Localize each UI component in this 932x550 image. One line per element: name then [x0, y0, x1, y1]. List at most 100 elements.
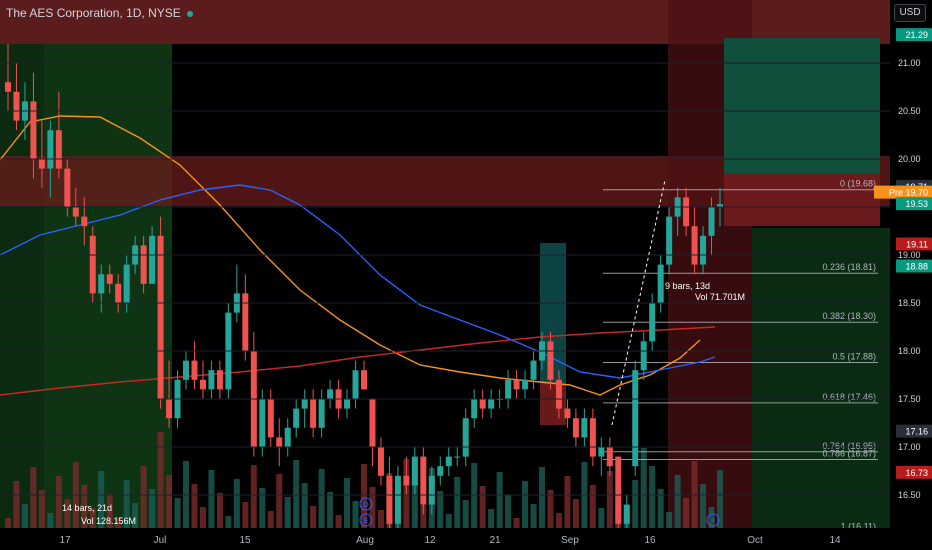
split-icon[interactable]: ⚡	[706, 513, 720, 527]
volume-bar	[335, 515, 342, 528]
volume-bar	[505, 495, 512, 528]
earnings-icon[interactable]: E	[359, 513, 373, 527]
volume-bar	[64, 499, 71, 528]
candle-body	[267, 399, 274, 438]
time-label: 12	[424, 535, 436, 546]
volume-bar	[479, 486, 486, 528]
candle-body	[123, 264, 130, 303]
time-label: 15	[239, 535, 251, 546]
volume-bar	[683, 498, 690, 528]
volume-bar	[572, 499, 579, 528]
candle-body	[505, 379, 512, 399]
volume-bar	[30, 467, 37, 528]
volume-bar	[657, 489, 664, 528]
volume-bar	[411, 482, 418, 528]
candle-body	[318, 399, 325, 428]
candle-body	[377, 447, 384, 476]
candle-body	[301, 399, 308, 409]
candle-body	[454, 456, 461, 458]
price-tick: 18.00	[898, 346, 921, 356]
price-tick: 19.00	[898, 250, 921, 260]
volume-bar	[539, 467, 545, 528]
time-axis	[0, 528, 932, 550]
volume-bar	[377, 510, 384, 528]
volume-bar	[462, 500, 469, 528]
volume-bar	[420, 505, 427, 528]
candle-body	[691, 226, 698, 265]
volume-bar	[233, 479, 240, 528]
volume-bar	[47, 513, 54, 528]
volume-bar	[267, 511, 274, 528]
volume-bar	[250, 465, 257, 528]
dividend-icon[interactable]: D	[359, 497, 373, 511]
volume-bar	[140, 466, 147, 528]
ma-slow-line	[0, 326, 716, 396]
candle-body	[615, 456, 622, 524]
candle-body	[572, 418, 579, 438]
candle-body	[361, 370, 367, 390]
candle-body	[522, 379, 529, 390]
candle-body	[208, 370, 215, 390]
candle-body	[479, 399, 486, 409]
volume-bar	[310, 506, 317, 528]
volume-bar	[454, 477, 461, 528]
volume-bar	[293, 460, 300, 528]
volume-bar	[132, 503, 139, 528]
volume-bar	[199, 507, 206, 528]
candle-body	[530, 360, 537, 380]
fib-label: 0 (19.68)	[840, 179, 876, 189]
candle-body	[327, 389, 334, 399]
price-badge-label: 18.88	[905, 262, 928, 272]
measure-volume-label: Vol 71.701M	[695, 292, 745, 302]
time-label: 14	[829, 535, 841, 546]
currency-button[interactable]: USD	[894, 4, 926, 22]
candle-body	[598, 447, 605, 457]
volume-bar	[488, 509, 495, 528]
volume-bar	[445, 514, 452, 528]
candle-body	[386, 475, 393, 524]
volume-bar	[149, 489, 156, 528]
candle-body	[632, 370, 639, 467]
candle-body	[183, 360, 189, 380]
price-badge-label: Pre 19.70	[889, 188, 928, 198]
candle-body	[700, 235, 707, 265]
candle-body	[581, 418, 588, 438]
candle-body	[623, 504, 630, 524]
fib-label: 0.786 (16.87)	[822, 448, 876, 458]
time-label: Oct	[747, 535, 763, 546]
price-badge-label: 16.73	[905, 468, 928, 478]
price-badge	[896, 259, 932, 273]
candle-body	[564, 408, 571, 419]
volume-bar	[284, 497, 291, 528]
volume-bar	[564, 476, 571, 528]
price-badge	[896, 197, 932, 211]
volume-bar	[674, 475, 681, 528]
volume-bar	[208, 470, 215, 528]
candle-body	[717, 204, 723, 207]
candle-body	[5, 82, 11, 92]
candle-body	[428, 475, 435, 505]
volume-bar	[225, 516, 232, 528]
stop-zone	[724, 174, 880, 226]
price-badge	[874, 185, 932, 199]
price-tick: 17.50	[898, 394, 921, 404]
volume-bar	[649, 466, 656, 528]
volume-bar	[276, 474, 283, 528]
candle-body	[149, 235, 156, 284]
volume-bar	[369, 487, 376, 528]
candle-body	[445, 456, 452, 467]
volume-bar	[666, 512, 673, 528]
volume-bar	[216, 493, 223, 528]
volume-bar	[327, 492, 334, 528]
candle-body	[471, 399, 478, 419]
volume-bar	[717, 470, 723, 528]
volume-bar	[81, 485, 88, 528]
svg-text:⚡: ⚡	[711, 517, 716, 525]
time-label: Jul	[154, 535, 167, 546]
volume-bar	[513, 518, 520, 528]
candle-body	[683, 197, 690, 227]
volume-bar	[98, 471, 105, 528]
fib-label: 0.5 (17.88)	[832, 352, 876, 362]
volume-bar	[700, 484, 707, 528]
